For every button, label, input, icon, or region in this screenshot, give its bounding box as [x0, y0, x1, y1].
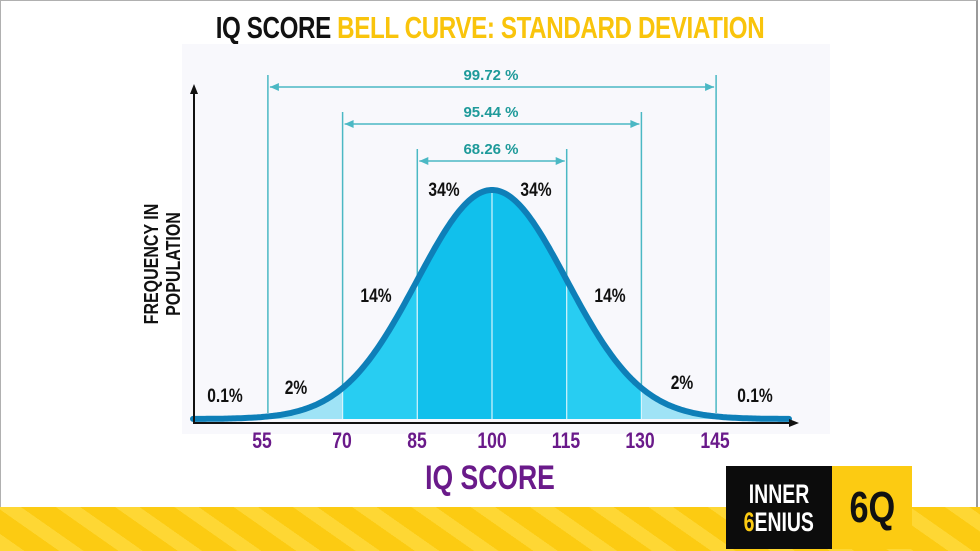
logo-wordmark: INNER 6ENIUS: [726, 466, 832, 549]
x-tick-70: 70: [332, 428, 352, 453]
x-tick-115: 115: [551, 428, 581, 453]
x-axis-label: IQ SCORE: [425, 459, 555, 497]
segment-label-left-14: 14%: [360, 286, 392, 307]
chart-title: IQ SCORE BELL CURVE: STANDARD DEVIATION: [108, 8, 872, 48]
inner-genius-logo: INNER 6ENIUS 6Q: [726, 466, 912, 549]
segment-label-left-2: 2%: [284, 378, 308, 399]
logo-line-inner: INNER: [748, 478, 810, 509]
x-tick-130: 130: [625, 428, 655, 453]
y-axis-arrow-icon: [190, 84, 198, 94]
bracket-label-three-sd: 99.72 %: [463, 67, 519, 84]
title-part-bell-curve: BELL CURVE: STANDARD DEVIATION: [337, 10, 765, 45]
x-axis-arrow-icon: [789, 419, 799, 427]
interval-brackets: [267, 75, 717, 413]
logo-mark: 6Q: [832, 466, 912, 549]
title-part-iq-score: IQ SCORE: [215, 10, 332, 45]
sd-divider-lines: [342, 193, 643, 419]
x-tick-145: 145: [700, 428, 730, 453]
segment-label-right-34: 34%: [520, 180, 552, 201]
segment-label-right-2: 2%: [670, 373, 694, 394]
logo-mark-text: 6Q: [849, 482, 895, 532]
logo-line-genius: 6ENIUS: [743, 506, 815, 537]
bell-curve-line: [190, 187, 792, 422]
segment-label-right-14: 14%: [594, 286, 626, 307]
x-tick-100: 100: [477, 428, 507, 453]
x-tick-55: 55: [252, 428, 272, 453]
axes: [190, 84, 799, 427]
bracket-label-one-sd: 68.26 %: [463, 141, 519, 158]
segment-label-far-left: 0.1%: [207, 386, 243, 407]
segment-label-far-right: 0.1%: [737, 386, 773, 407]
segment-label-left-34: 34%: [428, 180, 460, 201]
x-tick-85: 85: [407, 428, 427, 453]
bracket-label-two-sd: 95.44 %: [463, 104, 519, 121]
y-axis-label: FREQUENCY IN POPULATION: [141, 203, 185, 325]
